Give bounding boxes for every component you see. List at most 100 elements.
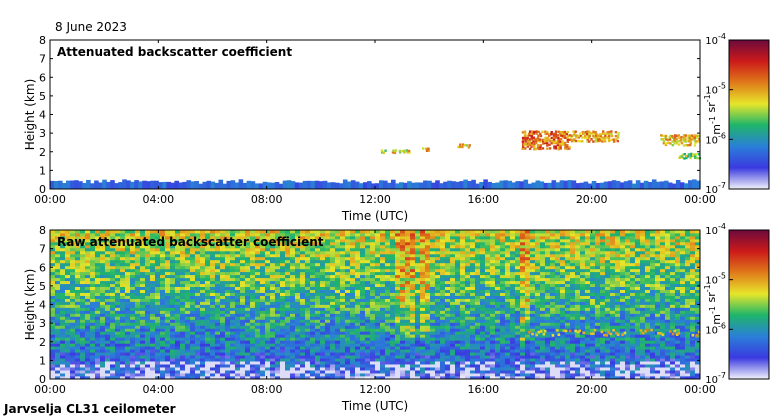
raw-backscatter-cell (230, 373, 236, 377)
raw-backscatter-cell (205, 250, 211, 255)
raw-backscatter-cell (90, 277, 96, 282)
raw-backscatter-cell (415, 253, 421, 258)
raw-backscatter-cell (255, 340, 261, 344)
cloud-cell (533, 138, 536, 141)
raw-backscatter-cell (130, 230, 136, 234)
raw-backscatter-cell (190, 361, 196, 365)
raw-backscatter-cell (155, 334, 161, 338)
raw-backscatter-cell (210, 331, 216, 335)
raw-backscatter-cell (370, 322, 376, 326)
raw-backscatter-cell (300, 233, 306, 237)
raw-backscatter-cell (70, 286, 76, 290)
raw-backscatter-cell (125, 268, 131, 273)
raw-backscatter-cell (330, 331, 336, 335)
cloud-cell (563, 134, 566, 137)
raw-backscatter-cell (135, 313, 141, 317)
raw-backscatter-cell (430, 316, 436, 320)
raw-backscatter-cell (450, 334, 456, 338)
cloud-cell (534, 141, 538, 145)
raw-backscatter-cell (275, 325, 281, 329)
raw-backscatter-cell (165, 328, 171, 332)
raw-backscatter-cell (485, 316, 491, 320)
raw-backscatter-cell (90, 271, 96, 276)
raw-backscatter-cell (95, 301, 101, 305)
raw-backscatter-cell (215, 271, 221, 276)
raw-backscatter-cell (210, 346, 216, 350)
raw-backscatter-cell (465, 233, 471, 237)
raw-backscatter-cell (220, 340, 226, 344)
cloud-cell (557, 148, 560, 151)
raw-backscatter-cell (155, 289, 161, 293)
raw-backscatter-cell (335, 364, 341, 368)
raw-backscatter-cell (220, 358, 226, 362)
raw-backscatter-cell (470, 241, 476, 246)
raw-backscatter-cell (250, 289, 256, 293)
raw-backscatter-cell (260, 230, 266, 234)
raw-backscatter-cell (50, 361, 56, 365)
raw-backscatter-cell (175, 343, 181, 347)
raw-backscatter-cell (235, 304, 241, 308)
raw-backscatter-cell (205, 307, 211, 311)
raw-backscatter-cell (385, 238, 391, 243)
boundary-layer-cell (527, 183, 533, 189)
raw-backscatter-cell (100, 367, 106, 371)
raw-backscatter-cell (370, 253, 376, 258)
raw-backscatter-cell (105, 265, 111, 270)
raw-backscatter-cell (280, 253, 286, 258)
raw-backscatter-cell (355, 277, 361, 282)
raw-backscatter-cell (205, 262, 211, 267)
raw-backscatter-cell (295, 271, 301, 276)
raw-backscatter-cell (395, 325, 401, 329)
raw-backscatter-cell (400, 301, 406, 305)
raw-backscatter-cell (55, 301, 61, 305)
raw-backscatter-cell (130, 316, 136, 320)
raw-backscatter-cell (290, 334, 296, 338)
raw-backscatter-cell (355, 361, 361, 365)
raw-backscatter-cell (390, 289, 396, 293)
raw-backscatter-cell (230, 233, 236, 237)
boundary-layer-cell (146, 181, 151, 189)
raw-backscatter-cell (295, 355, 301, 359)
raw-backscatter-cell (85, 295, 91, 299)
raw-backscatter-cell (135, 250, 141, 255)
raw-backscatter-cell (340, 301, 346, 305)
raw-backscatter-cell (265, 367, 271, 371)
raw-backscatter-cell (75, 256, 81, 261)
raw-backscatter-cell (185, 271, 191, 276)
raw-backscatter-cell (110, 349, 116, 353)
raw-backscatter-cell (175, 233, 181, 237)
raw-backscatter-cell (475, 247, 481, 252)
raw-backscatter-cell (65, 247, 71, 252)
raw-backscatter-cell (100, 230, 106, 234)
raw-backscatter-cell (330, 373, 336, 377)
raw-backscatter-cell (150, 236, 156, 240)
raw-backscatter-cell (165, 361, 171, 365)
raw-backscatter-cell (210, 274, 216, 279)
raw-backscatter-cell (485, 271, 491, 276)
raw-backscatter-cell (360, 289, 366, 293)
raw-backscatter-cell (405, 355, 411, 359)
raw-backscatter-cell (350, 236, 356, 240)
raw-backscatter-cell (130, 361, 136, 365)
raw-backscatter-cell (340, 280, 346, 285)
raw-backscatter-cell (345, 295, 351, 299)
raw-backscatter-cell (110, 322, 116, 326)
raw-backscatter-cell (410, 334, 416, 338)
raw-backscatter-cell (130, 358, 136, 362)
raw-backscatter-cell (220, 346, 226, 350)
raw-backscatter-cell (370, 233, 376, 237)
raw-backscatter-cell (480, 304, 486, 308)
raw-backscatter-cell (230, 346, 236, 350)
raw-backscatter-cell (330, 304, 336, 308)
raw-backscatter-cell (445, 352, 451, 356)
raw-backscatter-cell (310, 322, 316, 326)
raw-backscatter-cell (450, 289, 456, 293)
raw-backscatter-cell (140, 331, 146, 335)
raw-backscatter-cell (110, 233, 116, 237)
cloud-cell (669, 134, 672, 138)
cloud-cell (543, 138, 546, 141)
raw-backscatter-cell (295, 289, 301, 293)
boundary-layer-cell (162, 181, 167, 189)
raw-backscatter-cell (175, 376, 181, 380)
raw-backscatter-cell (480, 349, 486, 353)
